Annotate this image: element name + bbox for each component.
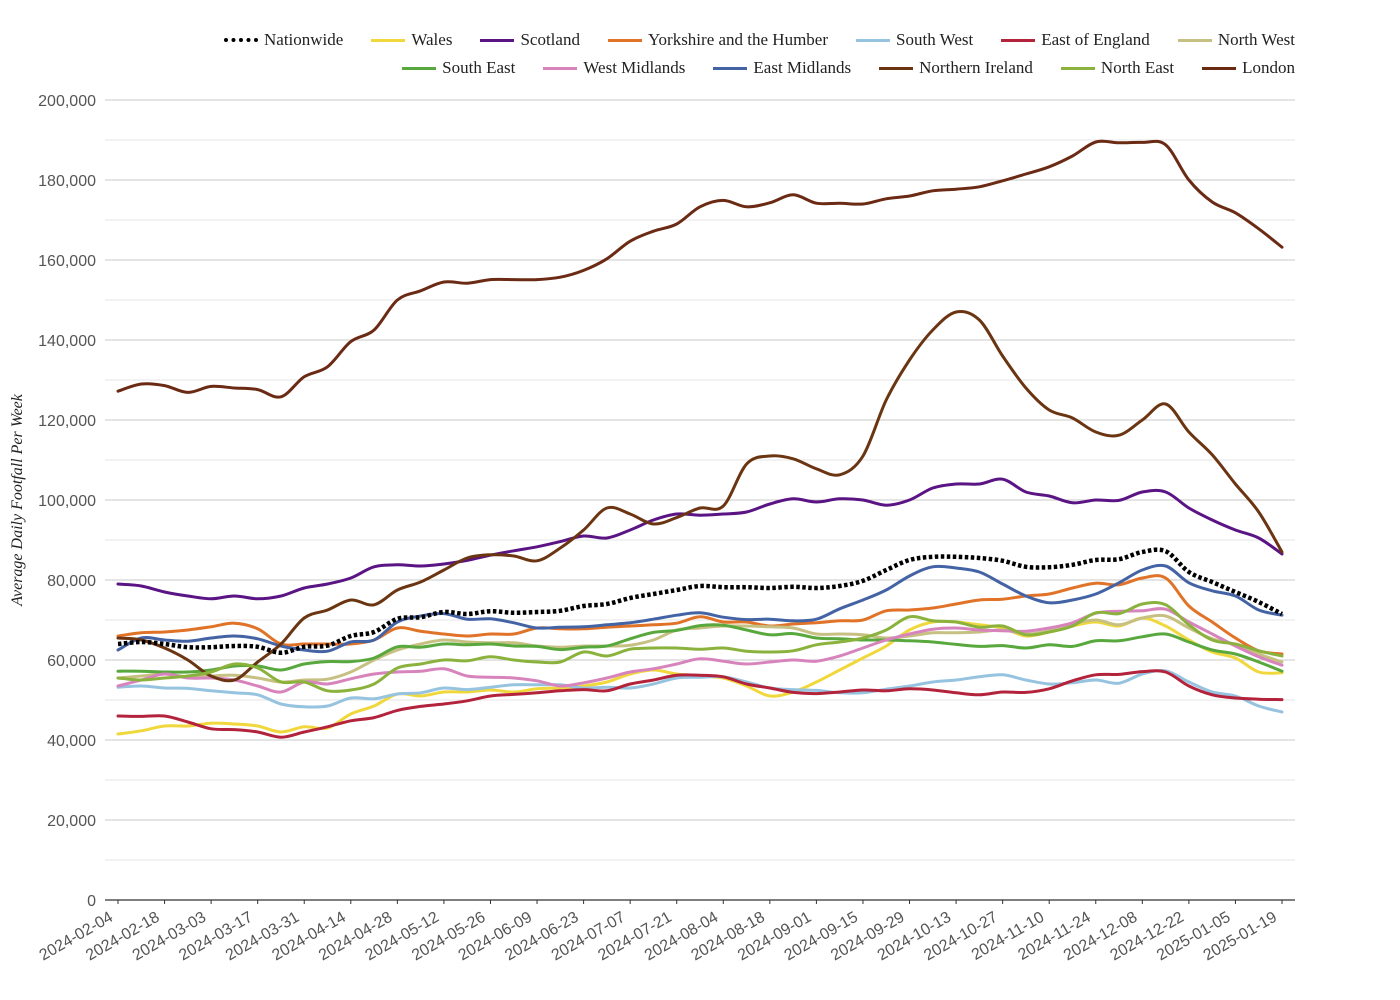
- legend-swatch: [1060, 66, 1095, 70]
- legend-item: East of England: [1001, 30, 1150, 50]
- y-tick-label: 100,000: [38, 493, 96, 510]
- legend-row-1: Nationwide Wales Scotland Yorkshire and the…: [196, 30, 1295, 50]
- y-tick-label: 120,000: [38, 413, 96, 430]
- series-line-yorkshire-and-the-humber: [116, 574, 1284, 656]
- legend-item: North West: [1177, 30, 1295, 50]
- legend-item: West Midlands: [543, 58, 685, 78]
- y-tick-label: 60,000: [47, 653, 96, 670]
- legend-row-2: South East West Midlands East Midlands Nort…: [374, 58, 1295, 78]
- grid-lines: [105, 99, 1295, 901]
- legend-swatch: [402, 66, 437, 70]
- series-line-london: [116, 139, 1284, 399]
- y-tick-label: 160,000: [38, 253, 96, 270]
- legend: Nationwide Wales Scotland Yorkshire and the…: [0, 0, 1400, 90]
- legend-item: Northern Ireland: [879, 58, 1033, 78]
- series-line-scotland: [116, 477, 1284, 601]
- y-tick-label: 20,000: [47, 813, 96, 830]
- legend-swatch: [1177, 38, 1212, 42]
- legend-item: London: [1202, 58, 1295, 78]
- y-tick-label: 80,000: [47, 573, 96, 590]
- legend-label: East of England: [1041, 30, 1150, 49]
- legend-swatch: [713, 66, 748, 70]
- y-tick-label: 180,000: [38, 173, 96, 190]
- legend-item: South West: [856, 30, 973, 50]
- y-tick-label: 140,000: [38, 333, 96, 350]
- legend-label: Nationwide: [264, 30, 344, 49]
- series-lines: [116, 139, 1284, 739]
- legend-swatch: [856, 38, 891, 42]
- legend-swatch: [480, 38, 515, 42]
- legend-label: Northern Ireland: [919, 58, 1033, 77]
- legend-item: Wales: [371, 30, 452, 50]
- series-line-nationwide: [117, 547, 1284, 656]
- series-line-south-west: [116, 668, 1284, 714]
- legend-item: North East: [1060, 58, 1175, 78]
- legend-label: East Midlands: [753, 58, 852, 77]
- series-line-east-of-england: [116, 669, 1284, 739]
- legend-item: South East: [402, 58, 515, 78]
- legend-swatch: [371, 38, 406, 42]
- y-tick-labels: 0 20,000 40,000 60,000 80,000 100,000 120,000 1…: [38, 93, 96, 910]
- legend-label: West Midlands: [583, 58, 686, 77]
- legend-swatch: [1001, 38, 1036, 42]
- legend-label: South East: [442, 58, 516, 77]
- y-tick-label: 40,000: [47, 733, 96, 750]
- legend-swatch: [879, 66, 914, 70]
- legend-swatch: [607, 38, 642, 42]
- y-tick-label: 200,000: [38, 93, 96, 110]
- legend-label: Wales: [411, 30, 453, 49]
- x-tick-labels: 2024-02-042024-02-182024-03-032024-03-17…: [37, 900, 1283, 964]
- legend-item: Yorkshire and the Humber: [607, 30, 829, 50]
- legend-label: Scotland: [520, 30, 580, 49]
- legend-item: Scotland: [480, 30, 580, 50]
- series-line-south-east: [116, 623, 1284, 674]
- legend-swatch: [224, 38, 258, 42]
- y-tick-label: 0: [87, 893, 96, 910]
- legend-swatch: [1202, 66, 1237, 70]
- legend-label: London: [1242, 58, 1295, 77]
- series-line-northern-ireland: [116, 310, 1284, 683]
- legend-label: Yorkshire and the Humber: [647, 30, 829, 49]
- legend-item: Nationwide: [224, 30, 343, 50]
- legend-label: South West: [896, 30, 974, 49]
- legend-label: North West: [1217, 30, 1295, 49]
- legend-label: North East: [1100, 58, 1175, 77]
- legend-swatch: [543, 66, 578, 70]
- series-line-north-west: [116, 613, 1284, 684]
- series-line-north-east: [116, 601, 1284, 693]
- series-line-east-midlands: [116, 563, 1284, 654]
- legend-item: East Midlands: [713, 58, 851, 78]
